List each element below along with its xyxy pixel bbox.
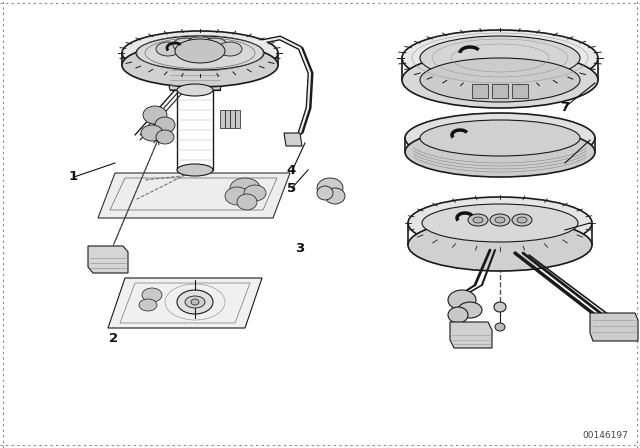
Ellipse shape [420,58,580,102]
Polygon shape [225,110,230,128]
Polygon shape [284,133,302,146]
Ellipse shape [185,296,205,308]
Text: 00146197: 00146197 [582,431,628,440]
Bar [492,84,508,98]
Ellipse shape [495,323,505,331]
Text: 1: 1 [69,170,78,184]
Bar [472,84,488,98]
Ellipse shape [408,197,592,249]
Ellipse shape [420,120,580,156]
Polygon shape [220,110,225,128]
Ellipse shape [155,117,175,133]
Polygon shape [235,110,240,128]
Ellipse shape [141,125,163,141]
Ellipse shape [122,43,278,87]
Ellipse shape [175,39,225,63]
Text: 5: 5 [287,181,296,195]
Ellipse shape [402,30,598,86]
Ellipse shape [142,288,162,302]
Ellipse shape [156,42,180,56]
Ellipse shape [402,52,598,108]
Ellipse shape [405,127,595,177]
Polygon shape [108,278,262,328]
Text: 4: 4 [287,164,296,177]
Ellipse shape [422,204,578,242]
Polygon shape [98,173,290,218]
Ellipse shape [173,38,197,52]
Ellipse shape [225,187,249,205]
Ellipse shape [420,36,580,80]
Ellipse shape [408,219,592,271]
Ellipse shape [512,214,532,226]
Ellipse shape [139,299,157,311]
Ellipse shape [177,164,213,176]
Polygon shape [88,246,128,273]
Polygon shape [450,322,492,348]
Ellipse shape [191,299,199,305]
Ellipse shape [136,36,264,70]
Ellipse shape [230,178,260,198]
Ellipse shape [188,36,212,50]
Ellipse shape [494,302,506,312]
Ellipse shape [143,106,167,124]
Text: 7: 7 [560,101,569,114]
Ellipse shape [177,290,213,314]
Ellipse shape [468,214,488,226]
Ellipse shape [122,31,278,75]
Ellipse shape [317,178,343,198]
Polygon shape [230,110,235,128]
Text: 6: 6 [560,223,569,236]
Ellipse shape [405,113,595,163]
Ellipse shape [448,307,468,323]
Text: 3: 3 [295,242,304,255]
Ellipse shape [325,188,345,204]
Ellipse shape [244,185,266,201]
Text: 2: 2 [109,332,118,345]
Ellipse shape [490,214,510,226]
Polygon shape [590,313,638,341]
Ellipse shape [218,42,242,56]
Ellipse shape [448,290,476,310]
Polygon shape [170,65,220,90]
Text: 8: 8 [560,157,569,170]
Ellipse shape [317,186,333,200]
Bar [512,84,528,98]
Ellipse shape [177,84,213,96]
Ellipse shape [203,38,227,52]
Ellipse shape [156,130,174,144]
Polygon shape [165,70,225,90]
Ellipse shape [458,302,482,318]
Ellipse shape [473,217,483,223]
Ellipse shape [237,194,257,210]
Ellipse shape [495,217,505,223]
Ellipse shape [517,217,527,223]
